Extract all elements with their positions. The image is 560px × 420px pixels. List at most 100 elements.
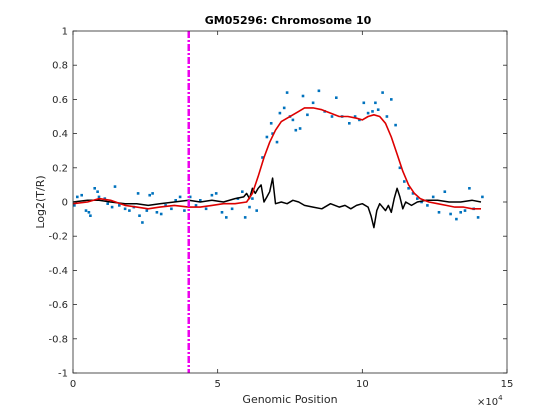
data-point (275, 140, 279, 144)
data-point (398, 166, 402, 170)
data-point (366, 111, 370, 115)
data-point (285, 91, 289, 94)
data-point (241, 190, 244, 193)
data-point (145, 209, 149, 212)
y-tick-label: 0.6 (52, 95, 68, 106)
data-point (371, 110, 374, 113)
data-point (376, 108, 380, 111)
data-point (128, 209, 131, 212)
data-point (138, 214, 141, 217)
y-tick-label: -0.6 (48, 300, 68, 311)
data-point (385, 115, 389, 118)
y-tick-label: -0.4 (48, 266, 68, 277)
data-point (311, 101, 315, 105)
plot-area (72, 31, 484, 373)
x-tick-label: 5 (214, 379, 220, 390)
data-point (80, 193, 83, 197)
data-point (449, 212, 452, 216)
data-point (317, 89, 321, 93)
data-point (89, 214, 92, 217)
data-point (278, 111, 282, 115)
data-point (335, 96, 338, 99)
data-point (243, 216, 247, 219)
data-point (431, 195, 435, 199)
data-point (255, 209, 258, 212)
x-axis: 0 5 10 15 (70, 31, 514, 390)
data-point (381, 91, 384, 94)
data-point (374, 101, 377, 105)
y-tick-label: 0.8 (52, 61, 68, 72)
y-tick-label: 0.4 (52, 129, 68, 140)
y-axis: -1 -0.8 -0.6 -0.4 -0.2 0 0.2 0.4 0.6 0.8 1 (48, 27, 507, 380)
data-point (199, 199, 202, 202)
x-tick-label: 15 (501, 379, 514, 390)
data-point (188, 195, 192, 199)
x-exponent-base: ×10 (477, 397, 498, 408)
data-point (151, 192, 154, 195)
y-tick-label: 0.2 (52, 163, 68, 174)
data-point (97, 195, 101, 199)
data-point (282, 106, 286, 110)
data-point (96, 190, 99, 193)
data-point (420, 200, 423, 204)
data-point (84, 209, 88, 212)
data-point (269, 122, 273, 125)
data-point (73, 204, 76, 207)
data-point (463, 209, 467, 212)
data-point (148, 193, 151, 197)
y-tick-label: 1 (62, 27, 68, 38)
data-point (118, 204, 121, 207)
chart-title: GM05296: Chromosome 10 (205, 14, 372, 27)
data-point (87, 211, 91, 214)
difference-line (72, 177, 482, 229)
data-point (411, 192, 415, 195)
x-axis-label: Genomic Position (242, 393, 337, 406)
data-point (265, 135, 269, 139)
data-point (358, 118, 361, 122)
data-point (103, 197, 107, 200)
data-point (443, 190, 447, 193)
data-point (353, 115, 357, 118)
data-point (106, 202, 109, 205)
data-point (110, 205, 114, 209)
data-point (362, 101, 366, 105)
data-point (136, 192, 140, 195)
data-point (403, 180, 406, 183)
data-point (93, 187, 96, 190)
data-point (230, 207, 234, 211)
data-point (248, 205, 251, 209)
data-point (159, 212, 163, 216)
data-point (204, 207, 208, 211)
data-point (170, 207, 173, 211)
y-axis-label: Log2(T/R) (34, 175, 47, 228)
y-tick-label: -1 (58, 369, 68, 380)
y-tick-label: -0.8 (48, 334, 68, 345)
data-point (476, 216, 480, 219)
y-tick-label: 0 (62, 198, 68, 209)
data-point (164, 204, 167, 207)
data-point (251, 197, 254, 200)
x-exponent-power: 4 (498, 394, 503, 402)
data-point (174, 199, 177, 202)
data-point (298, 127, 302, 130)
smoothed-line (72, 107, 481, 210)
data-point (459, 211, 462, 214)
y-tick-label: -0.2 (48, 232, 68, 243)
data-point (123, 207, 127, 211)
data-point (194, 204, 198, 207)
data-point (455, 217, 458, 221)
data-point (437, 211, 441, 214)
data-point (330, 115, 334, 118)
x-tick-label: 0 (70, 379, 76, 390)
data-point (426, 204, 429, 207)
data-point (394, 123, 397, 127)
data-point (214, 192, 218, 195)
data-point (271, 132, 274, 135)
data-point (468, 187, 471, 190)
data-point (348, 122, 351, 125)
data-point (76, 195, 79, 199)
data-point (113, 185, 117, 188)
data-point (183, 209, 186, 212)
